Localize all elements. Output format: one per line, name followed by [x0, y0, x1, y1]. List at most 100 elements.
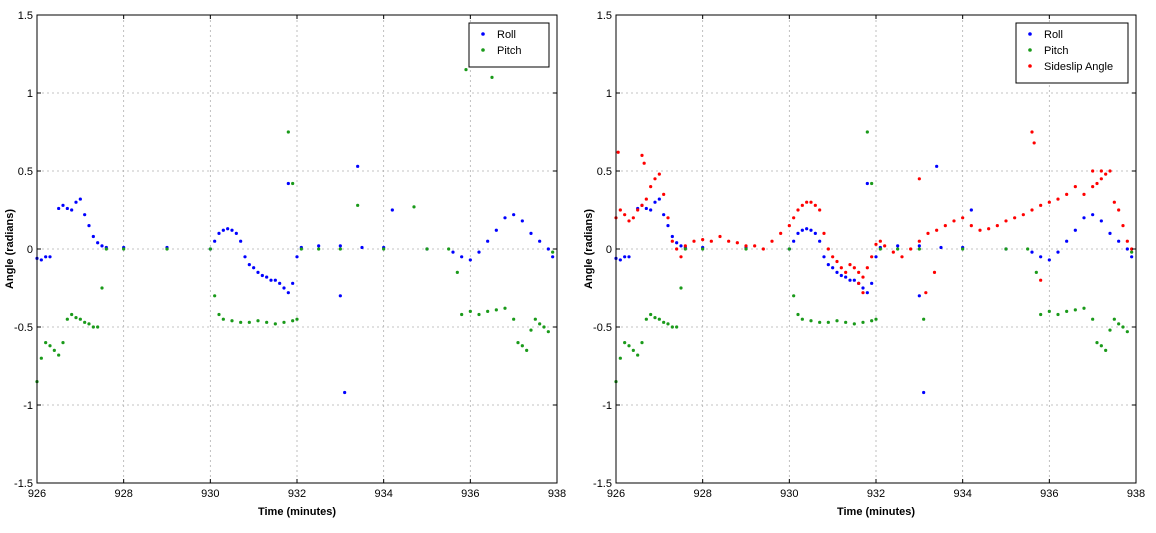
data-point — [870, 281, 874, 285]
data-point — [861, 320, 865, 324]
data-point — [516, 341, 520, 345]
data-point — [100, 286, 104, 290]
data-point — [460, 255, 464, 259]
y-tick-label: -1 — [602, 400, 612, 412]
data-point — [1047, 258, 1051, 262]
data-point — [529, 231, 533, 235]
data-point — [662, 213, 666, 217]
data-point — [900, 255, 904, 259]
data-point — [520, 219, 524, 223]
data-point — [256, 319, 260, 323]
data-point — [87, 322, 91, 326]
data-point — [39, 356, 43, 360]
data-point — [494, 228, 498, 232]
data-point — [1130, 247, 1134, 251]
data-point — [247, 263, 251, 267]
data-point — [640, 203, 644, 207]
data-point — [551, 255, 555, 259]
data-point — [627, 344, 631, 348]
data-point — [822, 255, 826, 259]
data-point — [922, 317, 926, 321]
data-point — [870, 181, 874, 186]
data-point — [247, 320, 251, 324]
data-point — [922, 390, 926, 395]
data-point — [792, 239, 796, 243]
data-point — [468, 309, 472, 313]
data-point — [1091, 169, 1095, 173]
data-point — [943, 224, 947, 228]
data-point — [870, 319, 874, 323]
data-point — [666, 224, 670, 228]
data-point — [412, 205, 416, 209]
data-point — [230, 319, 234, 323]
data-point — [878, 247, 882, 251]
data-point — [800, 203, 804, 207]
data-point — [382, 247, 386, 251]
data-point — [1030, 208, 1034, 212]
data-point — [675, 247, 679, 251]
data-point — [861, 286, 865, 290]
data-point — [390, 208, 394, 212]
data-point — [753, 244, 757, 248]
y-tick-label: -0.5 — [14, 322, 33, 334]
data-point — [48, 344, 52, 348]
x-tick-label: 928 — [114, 488, 132, 500]
data-point — [1032, 141, 1036, 145]
data-point — [640, 153, 644, 157]
data-point — [735, 241, 739, 245]
data-point — [679, 244, 683, 248]
data-point — [826, 263, 830, 267]
data-point — [675, 325, 679, 329]
data-point — [1095, 181, 1099, 186]
data-point — [852, 322, 856, 326]
data-point — [1130, 250, 1134, 254]
data-point — [644, 197, 648, 201]
data-point — [744, 244, 748, 248]
data-point — [618, 258, 622, 262]
data-point — [286, 291, 290, 295]
data-point — [969, 224, 973, 228]
data-point — [683, 247, 687, 251]
data-point — [512, 317, 516, 321]
data-point — [447, 247, 451, 251]
data-point — [57, 353, 61, 357]
data-point — [299, 247, 303, 251]
data-point — [796, 208, 800, 212]
data-point — [683, 244, 687, 248]
data-point — [1099, 344, 1103, 348]
data-point — [670, 325, 674, 329]
data-point — [874, 242, 878, 246]
data-point — [627, 219, 631, 223]
data-point — [1056, 250, 1060, 254]
data-point — [844, 270, 848, 274]
data-point — [861, 291, 865, 295]
data-point — [494, 308, 498, 312]
data-point — [727, 239, 731, 243]
data-point — [1125, 247, 1129, 251]
data-point — [533, 317, 537, 321]
data-point — [865, 130, 869, 134]
legend-label: Sideslip Angle — [1044, 61, 1113, 73]
data-point — [1099, 177, 1103, 181]
legend-marker — [1028, 48, 1032, 52]
data-point — [813, 231, 817, 235]
data-point — [1095, 341, 1099, 345]
data-point — [78, 317, 82, 321]
data-point — [65, 317, 69, 321]
data-point — [701, 238, 705, 242]
data-point — [1039, 203, 1043, 207]
data-point — [1039, 255, 1043, 259]
data-point — [451, 250, 455, 254]
data-point — [96, 241, 100, 245]
data-point — [662, 192, 666, 196]
data-point — [865, 266, 869, 270]
data-point — [91, 234, 95, 239]
data-point — [1082, 192, 1086, 196]
data-point — [844, 320, 848, 324]
data-point — [761, 247, 765, 251]
y-tick-label: 0 — [27, 244, 33, 256]
data-point — [627, 255, 631, 259]
data-point — [1039, 312, 1043, 317]
data-point — [221, 317, 225, 321]
